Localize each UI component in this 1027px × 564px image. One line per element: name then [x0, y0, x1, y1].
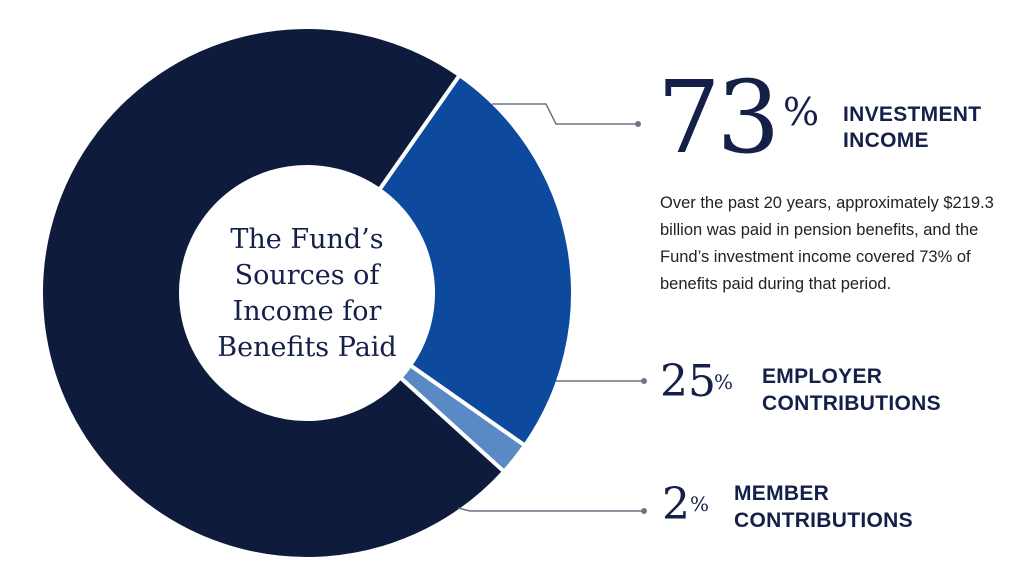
- chart-title: The Fund’s Sources of Income for Benefit…: [195, 222, 419, 366]
- leader-member-contributions-dot: [641, 508, 647, 514]
- callout-member-contributions: 2: [662, 483, 690, 527]
- leader-investment-income: [492, 103, 638, 125]
- series-label-employer-contributions: EMPLOYER CONTRIBUTIONS: [762, 363, 941, 417]
- chart-title-line: Sources of: [234, 260, 380, 291]
- percent-value: 25: [660, 356, 716, 407]
- slice-investment-income: [39, 25, 507, 561]
- slice-employer-contributions: [376, 72, 575, 449]
- percent-sign: %: [783, 90, 820, 134]
- series-label-line: CONTRIBUTIONS: [762, 392, 941, 415]
- percent-value: 73: [657, 59, 780, 176]
- series-label-line: MEMBER: [734, 482, 830, 505]
- chart-title-line: Benefits Paid: [217, 332, 397, 363]
- leader-member-contributions: [457, 507, 644, 512]
- series-label-line: EMPLOYER: [762, 365, 883, 388]
- description-line: Over the past 20 years, approximately $2…: [660, 194, 994, 212]
- chart-title-line: Income for: [232, 296, 382, 327]
- description-line: billion was paid in pension benefits, an…: [660, 221, 979, 239]
- percent-sign: %: [690, 492, 710, 516]
- series-label-investment-income: INVESTMENT INCOME: [843, 102, 981, 154]
- callout-employer-contributions: 25: [660, 360, 716, 404]
- leader-lines: [457, 103, 647, 514]
- series-label-line: INCOME: [843, 129, 929, 152]
- series-label-member-contributions: MEMBER CONTRIBUTIONS: [734, 480, 913, 534]
- description-line: Fund’s investment income covered 73% of: [660, 248, 971, 266]
- series-label-line: CONTRIBUTIONS: [734, 509, 913, 532]
- chart-title-line: The Fund’s: [230, 224, 384, 255]
- callout-investment-income: 73: [657, 68, 780, 168]
- description: Over the past 20 years, approximately $2…: [660, 190, 1020, 298]
- description-line: benefits paid during that period.: [660, 275, 892, 293]
- series-label-line: INVESTMENT: [843, 103, 982, 126]
- percent-sign: %: [714, 370, 734, 394]
- leader-employer-contributions-dot: [641, 378, 647, 384]
- percent-value: 2: [662, 479, 690, 530]
- leader-investment-income-dot: [635, 121, 641, 127]
- donut-slices: [39, 25, 575, 561]
